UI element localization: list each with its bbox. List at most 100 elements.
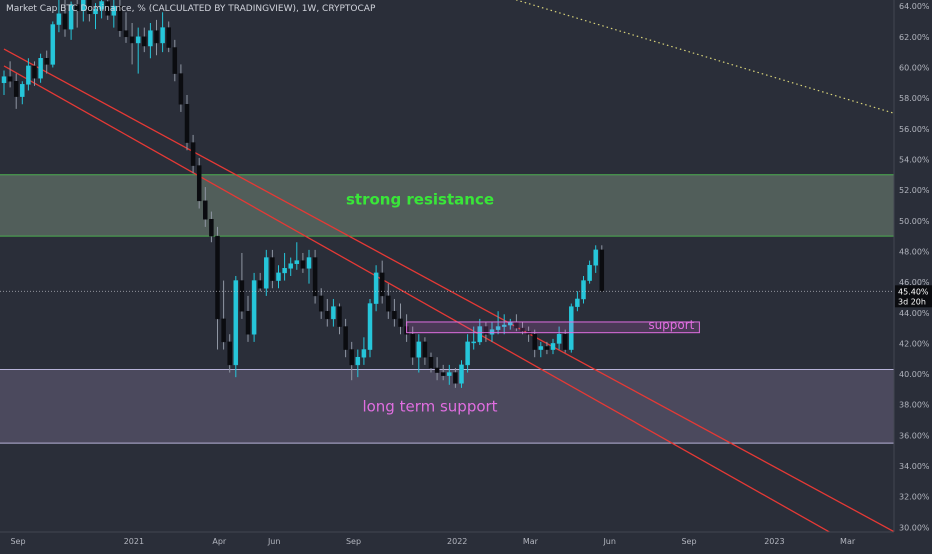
candle xyxy=(294,242,300,270)
y-tick-label: 54.00% xyxy=(899,155,930,164)
candle xyxy=(581,275,586,304)
candle xyxy=(245,295,251,342)
candle-body xyxy=(81,0,86,11)
dotted-trendline xyxy=(514,0,895,115)
candle xyxy=(44,50,49,74)
candle xyxy=(593,245,598,273)
candle xyxy=(434,357,440,381)
candle xyxy=(32,61,37,86)
candle xyxy=(62,0,68,37)
last-price-value: 45.40% xyxy=(898,287,929,296)
candle-body xyxy=(190,142,196,166)
candle xyxy=(166,21,171,53)
candle-body xyxy=(306,257,312,269)
candle-body xyxy=(331,306,336,320)
candle xyxy=(587,260,592,284)
candle-body xyxy=(532,333,537,350)
candle xyxy=(117,0,123,37)
candle xyxy=(257,272,263,292)
candle-body xyxy=(569,306,574,350)
candle xyxy=(428,352,434,373)
candle xyxy=(495,311,501,335)
candle-body xyxy=(361,349,367,358)
y-tick-label: 30.00% xyxy=(899,523,930,532)
candle xyxy=(105,0,110,20)
candle-body xyxy=(148,30,153,47)
candle-body xyxy=(233,280,239,366)
x-tick-label: Jun xyxy=(602,537,616,546)
candle xyxy=(312,249,318,304)
y-tick-label: 50.00% xyxy=(899,217,930,226)
candle xyxy=(532,329,537,358)
resistance-zone-label: strong resistance xyxy=(346,190,494,208)
candle-body xyxy=(312,257,318,297)
candle-body xyxy=(68,4,74,30)
candle-body xyxy=(343,326,348,350)
y-tick-label: 46.00% xyxy=(899,278,930,287)
candle xyxy=(111,0,117,28)
candle-body xyxy=(422,341,428,358)
candle xyxy=(38,53,43,83)
candle xyxy=(550,338,556,355)
candle-body xyxy=(562,333,568,350)
candle-body xyxy=(544,346,550,350)
candle xyxy=(373,265,379,312)
candle-body xyxy=(392,310,397,320)
candle xyxy=(331,298,336,327)
candle xyxy=(562,329,568,353)
candle-body xyxy=(398,318,403,327)
candle xyxy=(74,0,80,28)
x-tick-label: 2021 xyxy=(124,537,144,546)
candle xyxy=(26,58,31,91)
y-tick-label: 32.00% xyxy=(899,493,930,502)
candle-body xyxy=(239,280,245,312)
candle-body xyxy=(270,257,275,281)
candle xyxy=(544,341,550,355)
support-box-label: support xyxy=(648,318,694,332)
candle-body xyxy=(221,318,226,343)
candle-body xyxy=(264,257,269,289)
candle xyxy=(282,252,287,281)
support-box xyxy=(406,321,700,334)
candle-body xyxy=(575,298,580,307)
candle-body xyxy=(111,5,117,16)
candle-body xyxy=(520,327,525,332)
candle-body xyxy=(489,329,495,335)
candle xyxy=(203,187,208,227)
candle xyxy=(453,367,458,388)
x-tick-label: Apr xyxy=(212,537,227,546)
candle xyxy=(99,0,104,19)
candle xyxy=(416,334,422,373)
resistance-zone xyxy=(0,174,894,237)
y-tick-label: 62.00% xyxy=(899,33,930,42)
candle xyxy=(459,360,464,388)
candle-body xyxy=(257,280,263,289)
candle-body xyxy=(373,272,379,304)
candle-body xyxy=(251,280,257,335)
x-tick-label: Mar xyxy=(840,537,856,546)
candle-body xyxy=(160,27,165,44)
candle xyxy=(520,321,525,335)
candle xyxy=(471,326,476,350)
candle-body xyxy=(184,104,190,143)
y-tick-label: 38.00% xyxy=(899,401,930,410)
candle xyxy=(172,39,178,82)
candle-body xyxy=(105,1,110,16)
candle-body xyxy=(245,310,251,335)
candle-body xyxy=(288,263,293,269)
candle xyxy=(142,27,147,53)
support-zone xyxy=(0,369,894,444)
x-tick-label: Mar xyxy=(523,537,539,546)
candle xyxy=(7,61,13,88)
candle xyxy=(56,0,62,33)
candle xyxy=(190,134,196,174)
candle-body xyxy=(93,8,98,15)
candle-body xyxy=(99,1,104,10)
candle-body xyxy=(428,356,434,369)
candle-body xyxy=(87,0,92,15)
candle-body xyxy=(550,343,556,350)
candle-body xyxy=(209,218,214,237)
candle-body xyxy=(477,326,483,343)
candle xyxy=(379,260,385,304)
